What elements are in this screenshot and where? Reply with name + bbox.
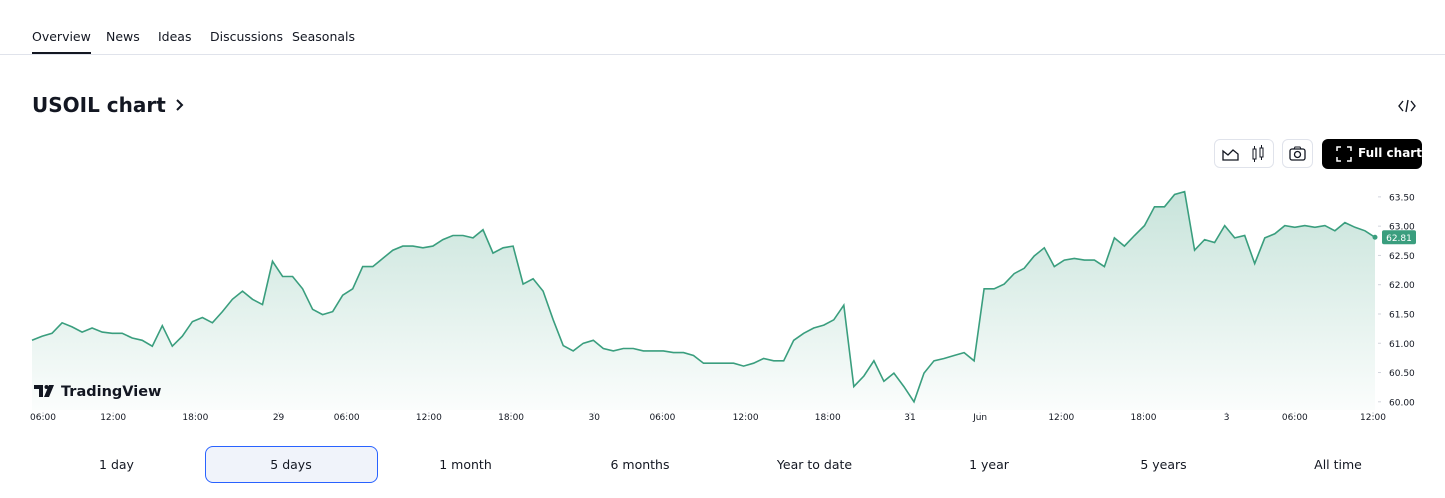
chart-style-icons[interactable] bbox=[1215, 140, 1273, 167]
full-chart-label: Full chart bbox=[1358, 146, 1422, 160]
x-tick-label: 06:00 bbox=[1282, 413, 1308, 423]
full-chart-button[interactable]: Full chart bbox=[1322, 139, 1422, 169]
range-button[interactable]: All time bbox=[1314, 457, 1362, 472]
range-button[interactable]: 1 year bbox=[969, 457, 1009, 472]
chart-style-group bbox=[1214, 139, 1274, 168]
y-tick-label: 60.00 bbox=[1389, 398, 1415, 408]
divider bbox=[0, 54, 1445, 55]
tab-underline bbox=[32, 52, 91, 54]
price-line bbox=[31, 190, 1376, 404]
watermark: TradingView bbox=[61, 384, 161, 400]
x-tick-label: 30 bbox=[589, 413, 601, 423]
x-tick-label: 18:00 bbox=[498, 413, 524, 423]
range-button[interactable]: 6 months bbox=[610, 457, 670, 472]
snapshot-button[interactable] bbox=[1282, 139, 1313, 168]
chart: 60.00 60.50 61.00 61.50 62.00 62.50 63.00 63.50… bbox=[30, 190, 1416, 423]
x-tick-label: Jun bbox=[972, 413, 987, 423]
y-tick-label: 62.00 bbox=[1389, 281, 1415, 291]
y-tick-label: 62.50 bbox=[1389, 252, 1415, 262]
price-tag-label: 62.81 bbox=[1386, 234, 1412, 244]
nav-tab[interactable]: News bbox=[106, 29, 140, 44]
nav-tab[interactable]: Seasonals bbox=[292, 29, 356, 44]
chart-heading[interactable]: USOIL chart bbox=[32, 93, 185, 117]
price-tag bbox=[1382, 230, 1416, 245]
camera-icon bbox=[1289, 146, 1306, 161]
range-button[interactable]: 1 month bbox=[439, 457, 492, 472]
x-tick-label: 31 bbox=[904, 413, 915, 423]
x-tick-label: 18:00 bbox=[815, 413, 841, 423]
x-tick-label: 06:00 bbox=[334, 413, 360, 423]
range-button[interactable]: 5 years bbox=[1140, 457, 1187, 472]
x-tick-label: 3 bbox=[1224, 413, 1230, 423]
x-tick-label: 12:00 bbox=[100, 413, 126, 423]
y-tick-label: 61.50 bbox=[1389, 310, 1415, 320]
x-tick-label: 12:00 bbox=[416, 413, 442, 423]
x-tick-label: 12:00 bbox=[1048, 413, 1074, 423]
area-fill bbox=[32, 191, 1375, 410]
expand-icon bbox=[1336, 146, 1352, 162]
nav-tab[interactable]: Discussions bbox=[210, 29, 283, 44]
x-tick-label: 12:00 bbox=[733, 413, 759, 423]
x-tick-label: 18:00 bbox=[182, 413, 208, 423]
range-button[interactable]: Year to date bbox=[776, 457, 853, 472]
y-tick-label: 63.00 bbox=[1389, 223, 1415, 233]
range-button[interactable]: 5 days bbox=[204, 446, 378, 483]
x-tick-label: 06:00 bbox=[30, 413, 56, 423]
x-tick-label: 18:00 bbox=[1131, 413, 1157, 423]
title: USOIL chart bbox=[32, 93, 166, 117]
nav-tab[interactable]: Ideas bbox=[158, 29, 192, 44]
chevron bbox=[176, 99, 184, 111]
last-point bbox=[1372, 234, 1378, 240]
logo bbox=[34, 385, 54, 397]
y-tick-label: 63.50 bbox=[1389, 193, 1415, 203]
range-button[interactable]: 1 day bbox=[99, 457, 134, 472]
x-tick-label: 29 bbox=[273, 413, 285, 423]
y-tick-label: 60.50 bbox=[1389, 369, 1415, 379]
y-tick-label: 61.00 bbox=[1389, 340, 1415, 350]
x-tick-label: 12:00 bbox=[1360, 413, 1386, 423]
embed-icon[interactable] bbox=[1398, 98, 1416, 114]
nav-tab[interactable]: Overview bbox=[32, 29, 91, 44]
x-tick-label: 06:00 bbox=[649, 413, 675, 423]
